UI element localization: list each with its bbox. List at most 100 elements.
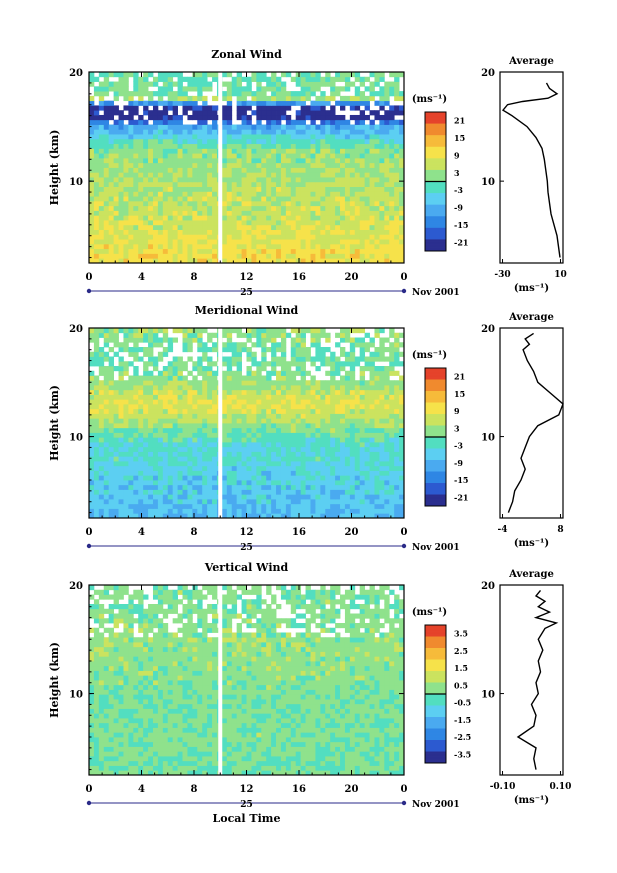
heatmap-cell <box>93 258 100 264</box>
heatmap-cell <box>394 86 400 92</box>
colorbar-segment <box>425 230 446 233</box>
heatmap-cell <box>335 243 341 250</box>
heatmap-cell <box>369 210 375 216</box>
heatmap-cell <box>236 210 242 216</box>
heatmap-cell <box>182 148 188 154</box>
heatmap-cell <box>118 196 124 202</box>
heatmap-cell <box>192 200 198 207</box>
colorbar-segment <box>425 207 446 210</box>
heatmap-cell <box>157 503 164 509</box>
heatmap-cell <box>310 234 316 240</box>
heatmap-cell <box>187 253 193 259</box>
heatmap-cell <box>152 157 159 164</box>
heatmap-cell <box>246 475 252 481</box>
heatmap-cell <box>256 181 262 187</box>
colorbar-segment <box>425 171 446 174</box>
heatmap-cell <box>354 220 361 226</box>
heatmap-cell <box>202 229 208 235</box>
heatmap-cell <box>399 480 405 486</box>
heatmap-cell <box>162 484 169 490</box>
heatmap-cell <box>295 253 302 259</box>
heatmap-cell <box>162 167 169 173</box>
heatmap-cell <box>246 427 252 433</box>
heatmap-cell <box>335 470 341 476</box>
heatmap-cell <box>290 119 297 125</box>
heatmap-cell <box>207 470 213 476</box>
heatmap-cell <box>212 205 218 211</box>
heatmap-cell <box>374 389 380 395</box>
heatmap-cell <box>103 337 110 343</box>
heatmap-cell <box>202 239 208 245</box>
heatmap-cell <box>123 243 129 250</box>
heatmap-cell <box>187 258 193 264</box>
heatmap-cell <box>231 389 238 395</box>
colorbar-segment <box>425 130 446 133</box>
heatmap-cell <box>207 408 213 414</box>
heatmap-cell <box>202 253 208 259</box>
heatmap-cell <box>315 489 321 495</box>
heatmap-cell <box>276 484 282 490</box>
heatmap-cell <box>266 105 272 111</box>
heatmap-cell <box>103 389 110 395</box>
heatmap-cell <box>157 86 164 92</box>
heatmap-cell <box>152 413 159 419</box>
heatmap-cell <box>157 480 164 486</box>
heatmap-cell <box>340 503 346 509</box>
heatmap-cell <box>399 72 405 78</box>
heatmap-cell <box>266 181 272 187</box>
heatmap-cell <box>344 427 351 433</box>
heatmap-cell <box>364 361 370 367</box>
heatmap-cell <box>89 72 95 78</box>
heatmap-cell <box>118 361 124 367</box>
heatmap-cell <box>256 432 262 438</box>
heatmap-cell <box>256 119 262 125</box>
heatmap-cell <box>202 134 208 140</box>
heatmap-cell <box>320 253 326 259</box>
heatmap-cell <box>177 100 183 106</box>
heatmap-cell <box>310 157 316 164</box>
heatmap-cell <box>221 248 228 254</box>
heatmap-cell <box>251 134 257 140</box>
heatmap-cell <box>266 489 272 495</box>
heatmap-cell <box>207 210 213 216</box>
heatmap-cell <box>118 446 124 452</box>
heatmap-cell <box>379 215 385 221</box>
heatmap-cell <box>133 456 139 462</box>
heatmap-cell <box>320 95 326 102</box>
heatmap-cell <box>354 210 361 216</box>
heatmap-cell <box>187 138 193 145</box>
heatmap-cell <box>202 215 208 221</box>
heatmap-cell <box>389 366 395 372</box>
heatmap-cell <box>98 200 105 207</box>
heatmap-cell <box>98 253 105 259</box>
heatmap-cell <box>236 513 242 519</box>
heatmap-cell <box>221 134 228 140</box>
heatmap-cell <box>167 513 174 519</box>
heatmap-cell <box>305 177 311 183</box>
heatmap-cell <box>290 129 297 135</box>
heatmap-cell <box>187 243 193 250</box>
heatmap-cell <box>212 342 218 348</box>
heatmap-cell <box>128 484 134 490</box>
heatmap-cell <box>394 138 400 145</box>
day-axis-start <box>86 288 92 294</box>
heatmap-cell <box>315 432 321 438</box>
heatmap-cell <box>89 167 95 173</box>
x-tick-label: 8 <box>191 527 198 538</box>
colorbar-tick-label: -15 <box>454 220 468 230</box>
heatmap-cell <box>103 81 110 87</box>
heatmap-cell <box>280 239 287 245</box>
heatmap-cell <box>246 124 252 130</box>
heatmap-cell <box>93 148 100 154</box>
heatmap-cell <box>354 157 361 164</box>
heatmap-cell <box>310 181 316 187</box>
heatmap-cell <box>285 162 292 168</box>
heatmap-cell <box>399 342 405 348</box>
colorbar-segment <box>425 222 446 224</box>
heatmap-cell <box>285 361 292 367</box>
heatmap-cell <box>157 437 164 443</box>
heatmap-cell <box>344 394 351 400</box>
heatmap-cell <box>152 470 159 476</box>
heatmap-cell <box>231 205 238 211</box>
heatmap-cell <box>98 470 105 476</box>
